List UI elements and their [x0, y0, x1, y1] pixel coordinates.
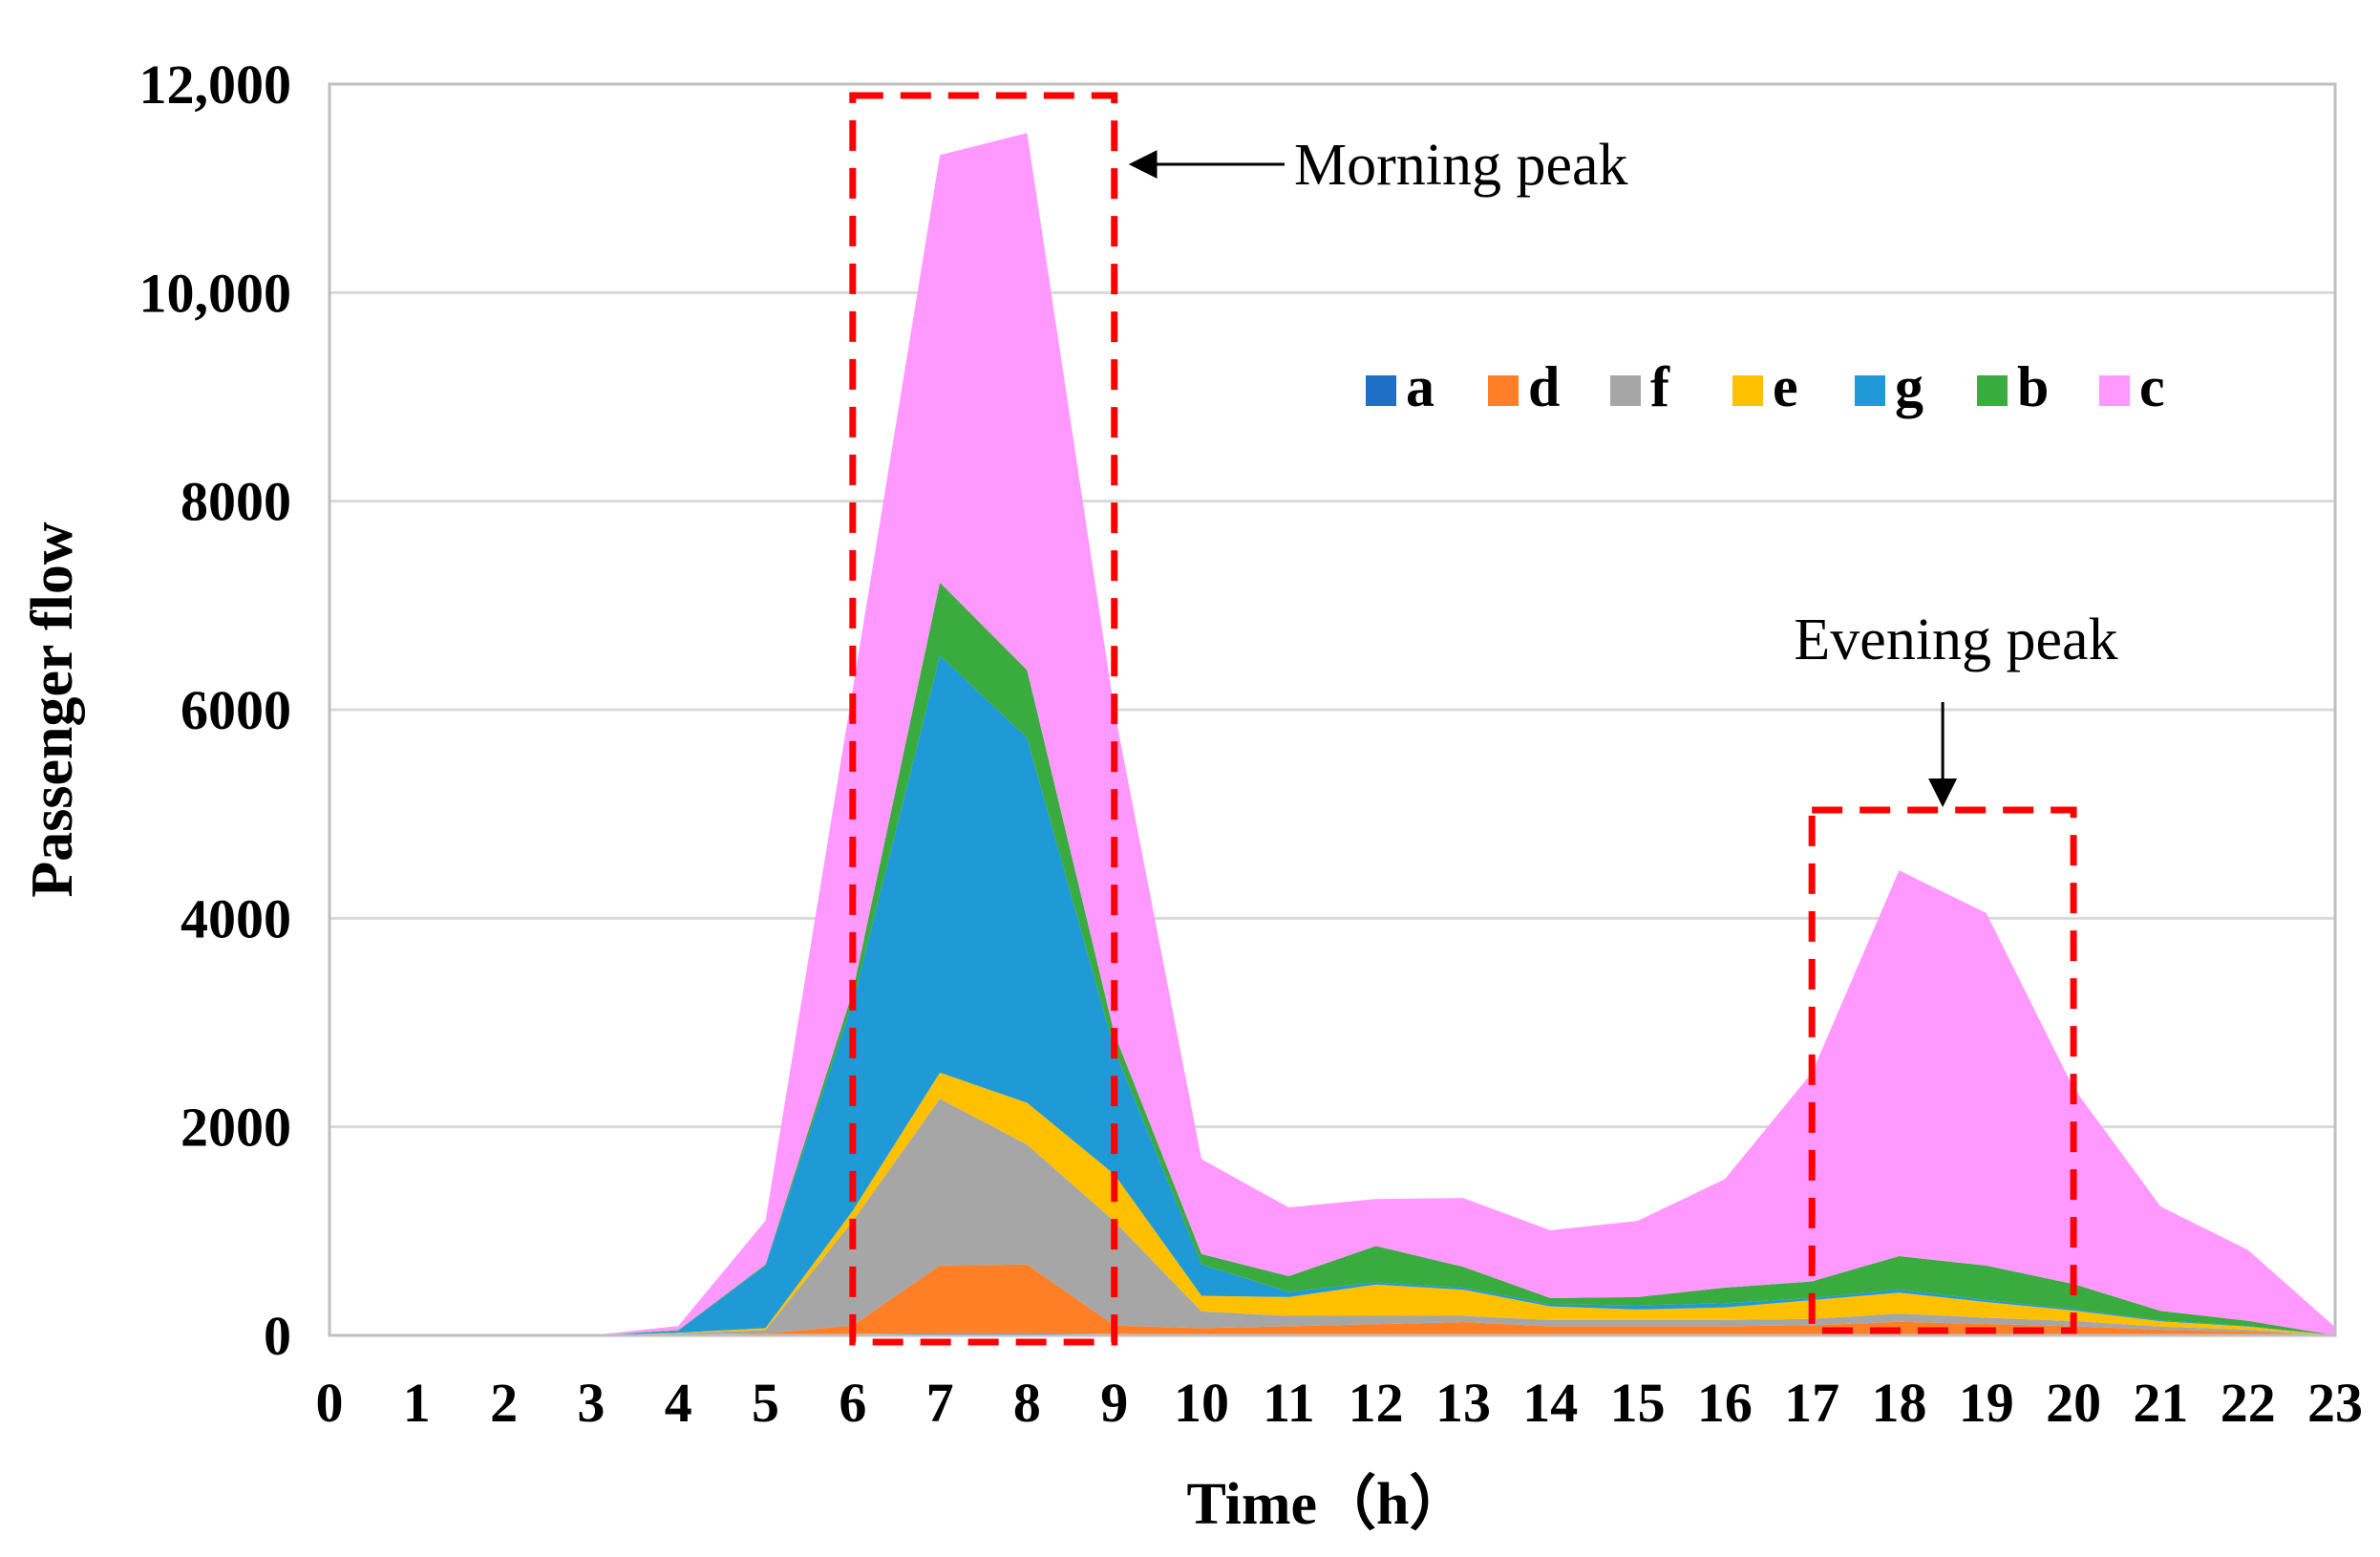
x-tick-label: 10	[1174, 1372, 1229, 1434]
x-tick-label: 18	[1871, 1372, 1926, 1434]
y-axis-ticks: 0 2000 4000 6000 8000 10,000 12,000	[139, 53, 292, 1367]
legend-swatch-d	[1488, 375, 1519, 406]
x-tick-label: 5	[752, 1372, 779, 1434]
evening-peak-label: Evening peak	[1794, 608, 2117, 672]
x-tick-label: 2	[490, 1372, 518, 1434]
area-series-f	[329, 1098, 2335, 1335]
area-series-c	[329, 133, 2335, 1335]
x-tick-label: 3	[577, 1372, 605, 1434]
x-tick-label: 6	[839, 1372, 866, 1434]
x-tick-label: 15	[1610, 1372, 1666, 1434]
legend-swatch-a	[1366, 375, 1396, 406]
x-tick-label: 21	[2133, 1372, 2188, 1434]
y-tick-label: 2000	[181, 1097, 291, 1159]
legend-swatch-c	[2099, 375, 2130, 406]
x-tick-label: 17	[1784, 1372, 1839, 1434]
legend-label-g: g	[1895, 355, 1923, 418]
y-tick-label: 4000	[181, 887, 291, 949]
x-tick-label: 16	[1697, 1372, 1753, 1434]
legend-label-a: a	[1406, 355, 1434, 418]
x-tick-label: 23	[2307, 1372, 2363, 1434]
legend-swatch-f	[1610, 375, 1641, 406]
x-tick-label: 19	[1959, 1372, 2014, 1434]
y-tick-label: 8000	[181, 471, 291, 533]
legend-swatch-g	[1855, 375, 1885, 406]
legend-label-c: c	[2139, 355, 2165, 418]
x-tick-label: 4	[665, 1372, 692, 1434]
plot-area-frame	[328, 82, 2337, 1337]
morning-peak-label: Morning peak	[1294, 133, 1628, 198]
x-tick-label: 14	[1522, 1372, 1578, 1434]
x-tick-label: 12	[1349, 1372, 1404, 1434]
morning-peak-box	[849, 92, 1118, 1346]
x-axis-ticks: 0 1 2 3 4 5 6 7 8 9 10 11 12 13 14 15 16 17 18 19 20 21 22 23	[316, 1372, 2364, 1434]
legend-label-d: d	[1528, 355, 1560, 418]
x-tick-label: 11	[1263, 1372, 1315, 1434]
y-tick-label: 6000	[181, 679, 291, 741]
y-tick-label: 0	[264, 1305, 291, 1367]
evening-peak-box	[1808, 806, 2077, 1334]
legend-swatch-e	[1732, 375, 1763, 406]
stacked-areas	[329, 133, 2335, 1337]
area-series-g	[329, 655, 2335, 1335]
legend-swatch-b	[1977, 375, 2008, 406]
peak-annotations: Morning peak Evening peak	[849, 92, 2118, 1346]
x-tick-label: 9	[1100, 1372, 1128, 1434]
x-tick-label: 8	[1013, 1372, 1041, 1434]
x-tick-label: 7	[926, 1372, 954, 1434]
y-axis-title: Passenger flow	[20, 522, 85, 897]
x-tick-label: 0	[316, 1372, 344, 1434]
y-tick-label: 10,000	[139, 262, 292, 324]
x-tick-label: 1	[403, 1372, 431, 1434]
x-tick-label: 13	[1435, 1372, 1491, 1434]
legend-label-e: e	[1773, 355, 1798, 418]
x-tick-label: 20	[2046, 1372, 2101, 1434]
x-axis-title: Time（h）	[1186, 1470, 1468, 1537]
legend-label-f: f	[1650, 355, 1670, 418]
y-tick-label: 12,000	[139, 53, 292, 116]
x-tick-label: 22	[2221, 1372, 2276, 1434]
legend-label-b: b	[2017, 355, 2049, 418]
